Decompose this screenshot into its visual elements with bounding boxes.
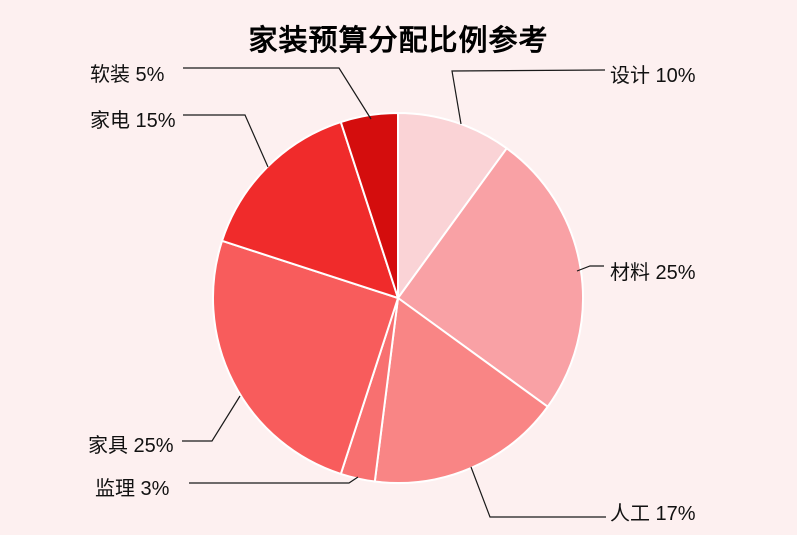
pie-slice-5	[221, 121, 399, 299]
pie-slice-4	[212, 239, 399, 475]
slice-label-supervision: 监理 3%	[95, 478, 170, 500]
leader-line-appliances	[183, 114, 269, 168]
leader-line-materials	[576, 265, 604, 272]
slice-label-materials: 材料 25%	[610, 262, 696, 284]
pie-slice-0	[397, 112, 508, 299]
slice-label-soft-furnishing: 软装 5%	[90, 64, 165, 86]
leader-line-soft-furnishing	[183, 67, 372, 120]
leader-lines	[182, 67, 606, 518]
leader-line-furniture	[182, 395, 241, 442]
leader-line-labor	[470, 466, 606, 518]
slice-label-design: 设计 10%	[610, 65, 696, 87]
slice-label-appliances: 家电 15%	[90, 110, 176, 132]
slice-label-furniture: 家具 25%	[88, 435, 174, 457]
slice-label-labor: 人工 17%	[610, 503, 696, 525]
leader-line-design	[451, 69, 606, 125]
leader-line-supervision	[189, 476, 359, 484]
chart-title: 家装预算分配比例参考	[248, 25, 549, 57]
